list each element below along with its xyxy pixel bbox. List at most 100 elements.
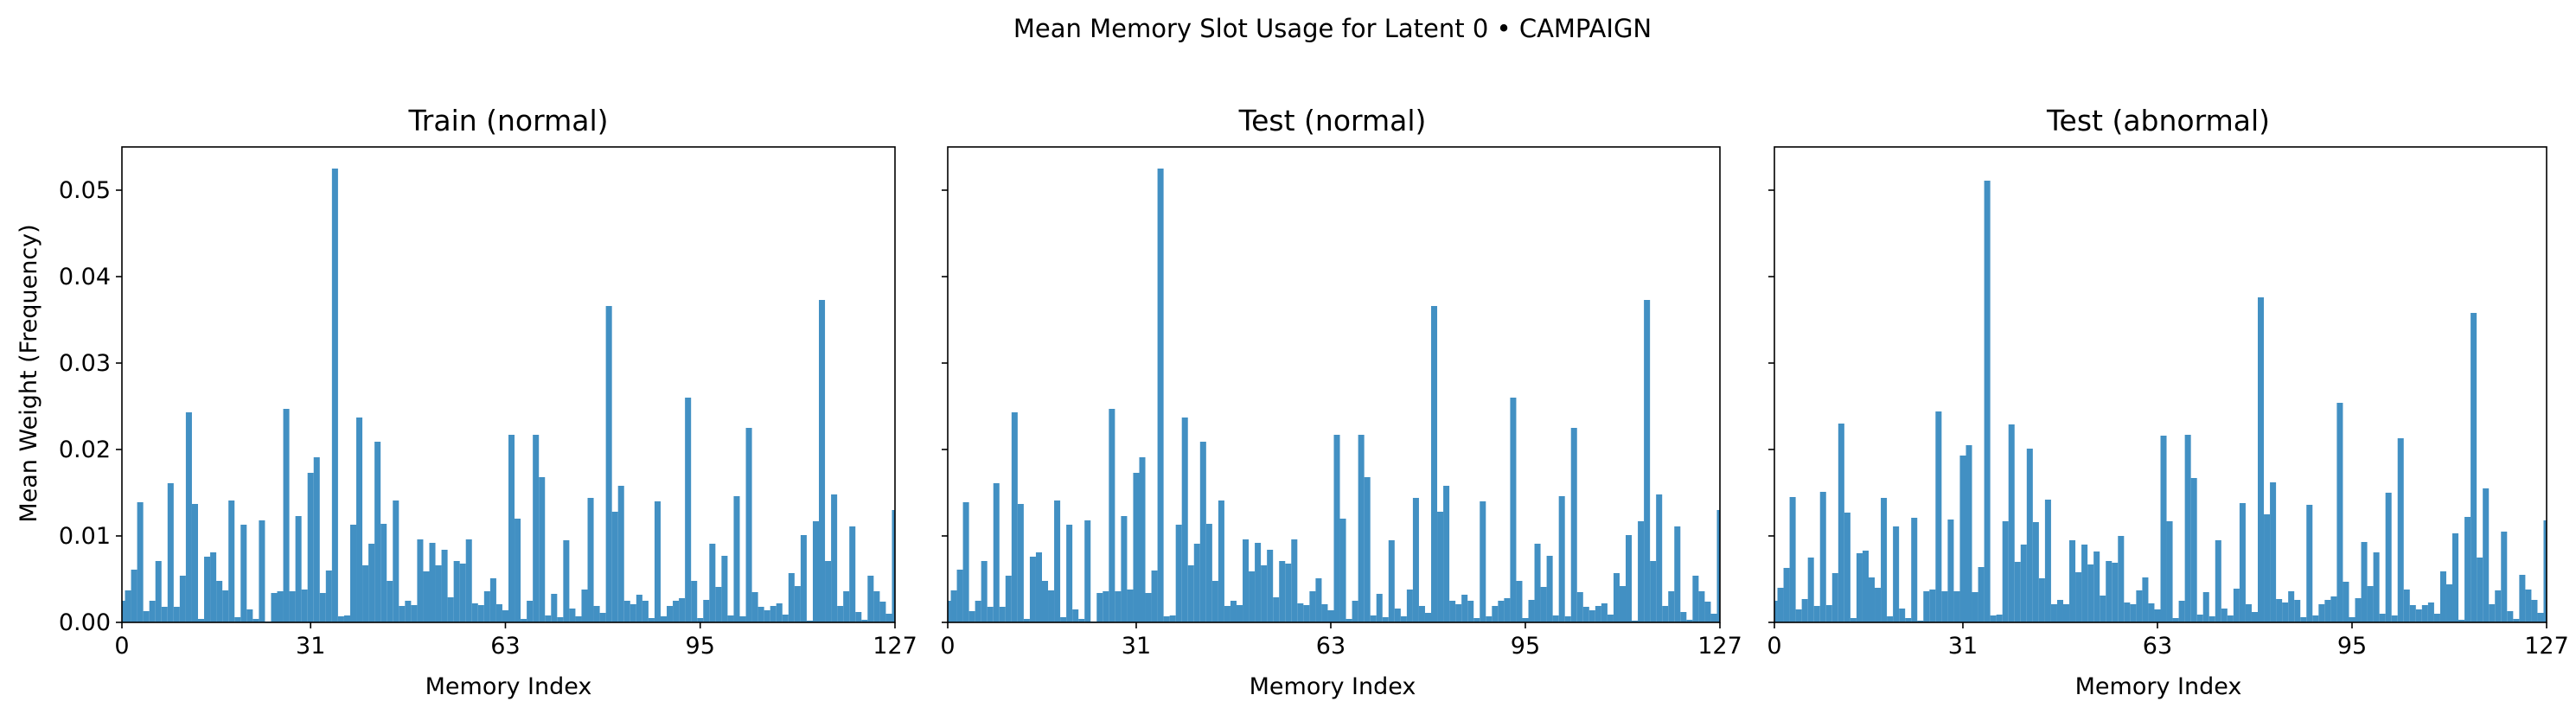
bar	[1461, 595, 1468, 622]
x-tick-label: 127	[873, 633, 917, 660]
bar	[679, 598, 686, 622]
bar	[551, 594, 558, 622]
bar	[617, 486, 624, 622]
bar	[1139, 457, 1146, 622]
bar	[2184, 435, 2191, 622]
bar	[1607, 615, 1614, 622]
bar	[987, 607, 994, 622]
bar	[301, 590, 308, 622]
bar	[575, 616, 582, 622]
bar	[581, 590, 588, 622]
bar	[2409, 605, 2416, 622]
bar	[179, 576, 186, 622]
bar	[246, 609, 253, 622]
bar	[667, 606, 674, 622]
y-tick-label: 0.01	[59, 523, 111, 550]
bar	[1838, 424, 1844, 622]
bar	[1211, 581, 1218, 622]
bar	[2100, 596, 2106, 622]
bar	[800, 535, 807, 622]
y-tick-label: 0.03	[59, 350, 111, 377]
bar	[2172, 618, 2179, 622]
bar	[1783, 568, 1790, 622]
bar	[1777, 588, 1784, 622]
bar	[2032, 522, 2039, 622]
bar	[1017, 504, 1024, 622]
bar	[733, 496, 740, 622]
bar	[703, 600, 710, 622]
bar	[2501, 532, 2508, 622]
bar	[1249, 571, 1256, 622]
bar	[1078, 619, 1085, 622]
bar	[2427, 602, 2434, 622]
bar	[1862, 551, 1869, 622]
bar	[757, 607, 764, 622]
bar	[1831, 573, 1838, 622]
bar	[2336, 403, 2343, 622]
bar	[1674, 526, 1681, 622]
bar	[1662, 606, 1669, 622]
bar	[2294, 600, 2301, 622]
x-tick-label: 63	[2143, 633, 2172, 660]
bar	[125, 590, 131, 622]
bar	[2415, 609, 2422, 622]
bar	[2306, 505, 2313, 622]
bar	[349, 525, 357, 622]
bar	[1163, 616, 1170, 622]
bar	[2439, 571, 2446, 622]
bar	[2026, 449, 2033, 622]
bar	[1175, 525, 1182, 622]
bar	[2166, 521, 2173, 622]
y-axis-label: Mean Weight (Frequency)	[16, 224, 42, 522]
bar	[2458, 620, 2465, 622]
bar	[1807, 558, 1814, 622]
bar	[1825, 605, 1832, 622]
bar	[2300, 617, 2307, 622]
bar	[2361, 542, 2368, 622]
bar	[447, 597, 454, 622]
bar	[1224, 606, 1230, 622]
bar	[173, 607, 180, 622]
bar	[289, 591, 296, 622]
bar	[483, 591, 490, 622]
bar	[873, 591, 880, 622]
bar	[2312, 615, 2319, 622]
bar	[1400, 616, 1407, 622]
bar	[1953, 591, 1960, 622]
bar-series	[1774, 181, 2547, 622]
bar	[1929, 590, 1936, 622]
bar	[1990, 615, 1997, 622]
bar	[806, 621, 813, 622]
subplot-title: Test (normal)	[1238, 104, 1427, 137]
bar	[2038, 578, 2045, 622]
bar	[648, 618, 655, 622]
bar	[343, 615, 350, 622]
subplot-title: Test (abnormal)	[2046, 104, 2270, 137]
bar	[1364, 477, 1371, 622]
bar	[337, 616, 344, 622]
bar	[861, 620, 868, 622]
bar	[2190, 478, 2197, 622]
bar	[539, 477, 546, 622]
bar	[137, 502, 144, 622]
bar	[1534, 544, 1541, 622]
bar	[1388, 540, 1395, 622]
x-tick-label: 31	[1948, 633, 1978, 660]
bar	[1552, 615, 1559, 622]
bar	[1680, 612, 1687, 622]
bar	[2258, 297, 2265, 622]
bar	[2118, 536, 2125, 622]
bar	[2239, 503, 2246, 622]
bar	[155, 561, 162, 622]
bar	[770, 606, 777, 622]
bar	[999, 607, 1006, 622]
bar	[812, 521, 820, 622]
bar	[697, 618, 704, 622]
bar	[1813, 606, 1820, 622]
bar	[2385, 493, 2392, 622]
bar	[611, 512, 618, 622]
bar	[1255, 543, 1262, 622]
bar	[2519, 575, 2526, 622]
bar	[1005, 576, 1012, 622]
bar	[1881, 498, 1888, 622]
